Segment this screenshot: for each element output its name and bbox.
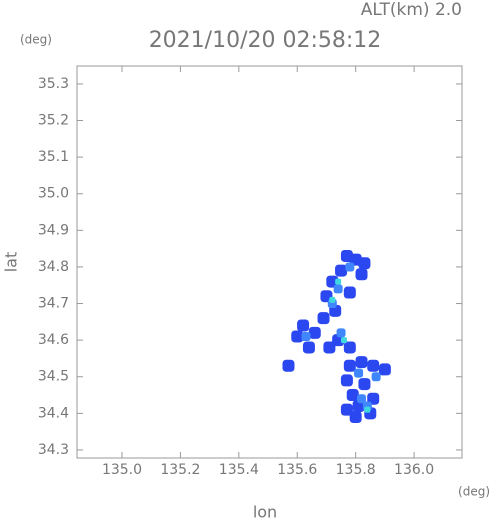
- echo-cell: [340, 403, 353, 416]
- echo-cell: [335, 278, 342, 285]
- echo-cell: [326, 275, 339, 288]
- x-tick-label: 135.4: [219, 462, 259, 478]
- plot-frame: [76, 65, 463, 459]
- echo-cell: [340, 337, 347, 344]
- x-tick-label: 136.0: [394, 462, 434, 478]
- echo-cell: [357, 394, 367, 404]
- echo-cell: [297, 319, 310, 332]
- echo-cell: [343, 286, 356, 299]
- echo-cell: [371, 372, 381, 382]
- echo-cell: [355, 356, 368, 369]
- echo-cell: [346, 389, 359, 402]
- echo-cell: [317, 312, 330, 325]
- echo-cell: [329, 296, 336, 303]
- y-tick-label: 35.0: [38, 186, 69, 202]
- x-tick-label: 135.0: [102, 462, 142, 478]
- x-unit: (deg): [458, 485, 490, 499]
- chart-title: 2021/10/20 02:58:12: [149, 28, 382, 53]
- echo-cell: [358, 257, 371, 270]
- x-tick-label: 135.6: [277, 462, 317, 478]
- echo-cell: [355, 268, 368, 281]
- y-tick-label: 34.7: [38, 296, 69, 312]
- echo-cell: [336, 328, 346, 338]
- echo-cell: [291, 330, 304, 343]
- y-tick-label: 34.3: [38, 442, 69, 458]
- echo-cell: [333, 284, 343, 294]
- y-tick-label: 34.8: [38, 259, 69, 275]
- echo-cell: [282, 359, 295, 372]
- y-tick-label: 35.2: [38, 113, 69, 129]
- echo-cell: [335, 264, 348, 277]
- echo-cell: [343, 341, 356, 354]
- echo-cell: [308, 326, 321, 339]
- echo-cell: [367, 359, 380, 372]
- echo-cell: [349, 411, 362, 424]
- y-unit: (deg): [20, 33, 52, 47]
- x-tick-label: 135.2: [160, 462, 200, 478]
- echo-cell: [302, 341, 315, 354]
- echo-cell: [364, 406, 371, 413]
- y-tick-label: 35.3: [38, 76, 69, 92]
- altitude: ALT(km) 2.0: [361, 0, 462, 20]
- y-tick-label: 34.6: [38, 332, 69, 348]
- echo-cell: [343, 359, 356, 372]
- y-axis-label: lat: [2, 252, 21, 273]
- echo-cell: [367, 392, 380, 405]
- echo-cell: [323, 341, 336, 354]
- y-tick-label: 34.5: [38, 369, 69, 385]
- y-tick-label: 34.9: [38, 222, 69, 238]
- echo-cell: [340, 374, 353, 387]
- y-tick-label: 34.4: [38, 405, 69, 421]
- x-axis-label: lon: [253, 503, 277, 521]
- echo-cell: [358, 378, 371, 391]
- x-tick-label: 135.8: [336, 462, 376, 478]
- echo-cell: [301, 331, 311, 341]
- echo-cell: [345, 262, 355, 272]
- echo-cell: [378, 363, 391, 376]
- y-tick-label: 35.1: [38, 149, 69, 165]
- echo-cell: [354, 368, 364, 378]
